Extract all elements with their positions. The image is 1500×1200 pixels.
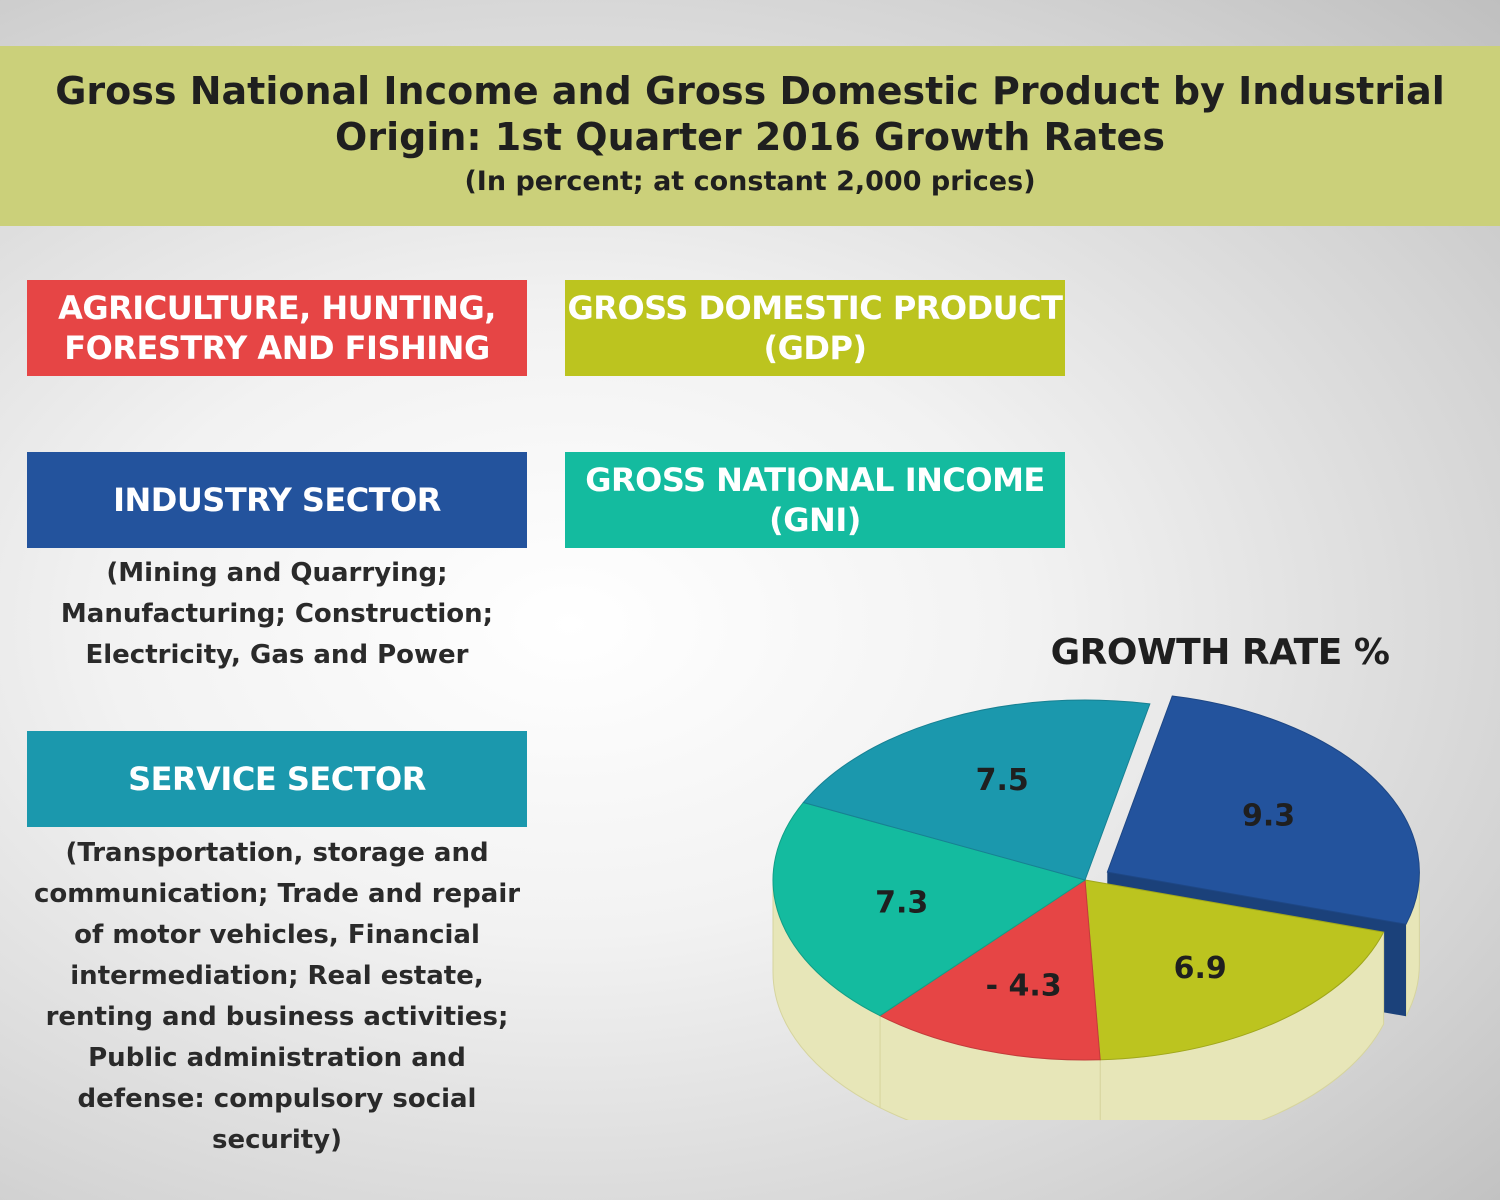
- industry-description: (Mining and Quarrying; Manufacturing; Co…: [60, 558, 494, 670]
- pie-chart: 9.3 6.9 - 4.3 7.3 7.5: [772, 695, 1420, 1120]
- chart-title: GROWTH RATE %: [1050, 632, 1390, 673]
- pie-data-label-1: 6.9: [1174, 951, 1227, 986]
- legend-gni: GROSS NATIONAL INCOME (GNI): [565, 452, 1065, 548]
- pie-slice-2: [879, 879, 1101, 1061]
- pie-slice-3: [772, 801, 1087, 1017]
- legend-gdp: GROSS DOMESTIC PRODUCT (GDP): [565, 280, 1065, 376]
- service-description: (Transportation, storage and communicati…: [33, 838, 521, 1155]
- pie-slice-4: [802, 699, 1151, 881]
- pie-slice-1: [1084, 879, 1385, 1061]
- legend-agriculture: AGRICULTURE, HUNTING, FORESTRY AND FISHI…: [27, 280, 527, 376]
- legend-service: SERVICE SECTOR: [27, 731, 527, 827]
- header-banner: Gross National Income and Gross Domestic…: [0, 46, 1500, 226]
- legend-agriculture-label: AGRICULTURE, HUNTING, FORESTRY AND FISHI…: [58, 289, 496, 367]
- legend-gni-label: GROSS NATIONAL INCOME (GNI): [585, 461, 1045, 539]
- pie-data-label-2: - 4.3: [986, 968, 1062, 1003]
- pie-data-label-4: 7.5: [976, 763, 1029, 798]
- legend-industry-label: INDUSTRY SECTOR: [113, 481, 441, 519]
- pie-labels: 9.3 6.9 - 4.3 7.3 7.5: [875, 763, 1295, 1004]
- pie-slice-0: [1106, 695, 1420, 925]
- pie-data-label-0: 9.3: [1242, 798, 1295, 833]
- page-title: Gross National Income and Gross Domestic…: [55, 69, 1445, 159]
- legend-gdp-label: GROSS DOMESTIC PRODUCT (GDP): [567, 289, 1063, 367]
- pie-tops: [772, 695, 1420, 1061]
- pie-data-label-3: 7.3: [875, 886, 928, 921]
- legend-service-label: SERVICE SECTOR: [128, 760, 426, 798]
- page-subtitle: (In percent; at constant 2,000 prices): [464, 166, 1036, 197]
- legend-industry: INDUSTRY SECTOR: [27, 452, 527, 548]
